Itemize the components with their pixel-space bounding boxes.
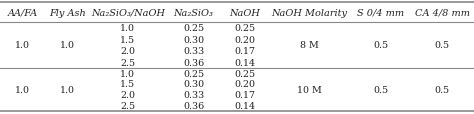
- Text: 0.17: 0.17: [235, 90, 255, 99]
- Text: S 0/4 mm: S 0/4 mm: [357, 9, 404, 18]
- Text: Fly Ash: Fly Ash: [49, 9, 85, 18]
- Text: 0.25: 0.25: [183, 24, 204, 33]
- Text: 0.14: 0.14: [235, 101, 255, 110]
- Text: 0.20: 0.20: [235, 80, 255, 89]
- Text: 0.36: 0.36: [183, 58, 204, 67]
- Text: 0.33: 0.33: [183, 90, 204, 99]
- Text: 1.0: 1.0: [120, 69, 135, 78]
- Text: 1.0: 1.0: [60, 41, 74, 50]
- Text: CA 4/8 mm: CA 4/8 mm: [415, 9, 470, 18]
- Text: 10 M: 10 M: [297, 85, 322, 94]
- Text: 0.33: 0.33: [183, 47, 204, 56]
- Text: 0.30: 0.30: [183, 35, 204, 44]
- Text: 0.20: 0.20: [235, 35, 255, 44]
- Text: NaOH: NaOH: [229, 9, 260, 18]
- Text: 0.25: 0.25: [183, 69, 204, 78]
- Text: 2.5: 2.5: [120, 58, 135, 67]
- Text: NaOH Molarity: NaOH Molarity: [272, 9, 347, 18]
- Text: 0.17: 0.17: [235, 47, 255, 56]
- Text: AA/FA: AA/FA: [7, 9, 37, 18]
- Text: 2.5: 2.5: [120, 101, 135, 110]
- Text: 2.0: 2.0: [120, 47, 135, 56]
- Text: 0.5: 0.5: [435, 85, 450, 94]
- Text: 1.0: 1.0: [15, 41, 30, 50]
- Text: 0.30: 0.30: [183, 80, 204, 89]
- Text: 0.5: 0.5: [373, 41, 388, 50]
- Text: Na₂SiO₃: Na₂SiO₃: [173, 9, 213, 18]
- Text: 0.5: 0.5: [373, 85, 388, 94]
- Text: 1.5: 1.5: [120, 35, 135, 44]
- Text: 2.0: 2.0: [120, 90, 135, 99]
- Text: 1.0: 1.0: [15, 85, 30, 94]
- Text: 0.25: 0.25: [234, 69, 255, 78]
- Text: Na₂SiO₃/NaOH: Na₂SiO₃/NaOH: [91, 9, 165, 18]
- Text: 0.36: 0.36: [183, 101, 204, 110]
- Text: 1.5: 1.5: [120, 80, 135, 89]
- Text: 1.0: 1.0: [60, 85, 74, 94]
- Text: 1.0: 1.0: [120, 24, 135, 33]
- Text: 0.5: 0.5: [435, 41, 450, 50]
- Text: 0.25: 0.25: [234, 24, 255, 33]
- Text: 0.14: 0.14: [235, 58, 255, 67]
- Text: 8 M: 8 M: [300, 41, 319, 50]
